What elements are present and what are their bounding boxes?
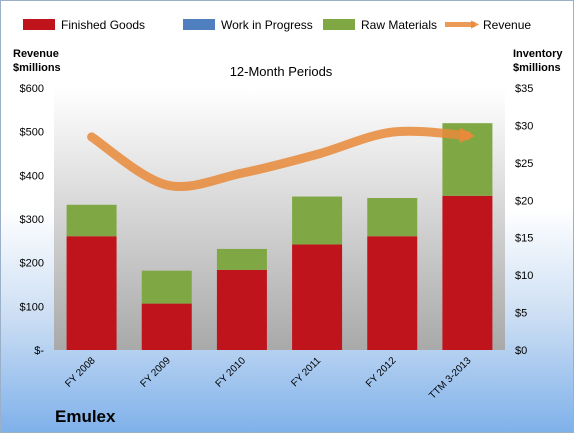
legend-label: Finished Goods [61, 18, 145, 32]
legend-swatch [183, 19, 215, 30]
chart-subtitle: 12-Month Periods [230, 64, 333, 79]
left-tick-label: $200 [20, 258, 44, 270]
right-tick-label: $30 [515, 120, 533, 132]
right-tick-label: $0 [515, 345, 527, 357]
left-axis-ticks: $- $100 $200 $300 $400 $500 $600 [20, 83, 45, 357]
legend-swatch [323, 19, 355, 30]
bars [66, 123, 493, 350]
legend-label: Raw Materials [361, 18, 437, 32]
x-tick-label: FY 2009 [138, 355, 173, 390]
bar-raw-materials [216, 248, 267, 270]
bar-finished-goods [141, 303, 192, 350]
legend-swatch [23, 19, 55, 30]
bar-finished-goods [442, 195, 493, 350]
revenue-series [87, 126, 476, 191]
x-tick-label: FY 2012 [364, 355, 399, 390]
bar-finished-goods [66, 236, 117, 350]
right-axis-ticks: $0 $5 $10 $15 $20 $25 $30 $35 [515, 83, 533, 357]
left-tick-label: $300 [20, 214, 44, 226]
left-tick-label: $400 [20, 170, 44, 182]
bar-finished-goods [216, 269, 267, 350]
left-tick-label: $100 [20, 301, 44, 313]
plot-area [54, 88, 505, 350]
right-tick-label: $5 [515, 308, 527, 320]
bar-raw-materials [66, 204, 117, 237]
right-tick-label: $15 [515, 233, 533, 245]
x-tick-label: TTM 3-2013 [427, 355, 474, 402]
x-tick-label: FY 2011 [289, 355, 323, 389]
right-tick-label: $10 [515, 270, 533, 282]
revenue-line [87, 126, 476, 191]
left-axis-title-line1: Revenue [13, 48, 59, 60]
left-tick-label: $- [34, 345, 44, 357]
left-tick-label: $600 [20, 83, 44, 95]
x-axis-ticks: FY 2008 FY 2009 FY 2010 FY 2011 FY 2012 TTM 3… [63, 355, 474, 402]
right-tick-label: $20 [515, 195, 533, 207]
bar-raw-materials [367, 198, 418, 237]
right-axis-title-line2: $millions [513, 62, 561, 74]
x-tick-label: FY 2010 [214, 355, 249, 390]
legend: Finished Goods Work in Progress Raw Materi… [23, 18, 531, 32]
x-tick-label: FY 2008 [63, 355, 98, 390]
right-axis-title-line1: Inventory [513, 48, 563, 60]
bar-raw-materials [292, 196, 343, 245]
left-tick-label: $500 [20, 127, 44, 139]
right-tick-label: $25 [515, 158, 533, 170]
bar-raw-materials [141, 270, 192, 304]
legend-label: Revenue [483, 18, 531, 32]
left-axis-title-line2: $millions [13, 62, 61, 74]
brand-label: Emulex [55, 407, 116, 426]
bar-finished-goods [367, 236, 418, 350]
bar-finished-goods [292, 244, 343, 350]
right-tick-label: $35 [515, 83, 533, 95]
legend-label: Work in Progress [221, 18, 313, 32]
